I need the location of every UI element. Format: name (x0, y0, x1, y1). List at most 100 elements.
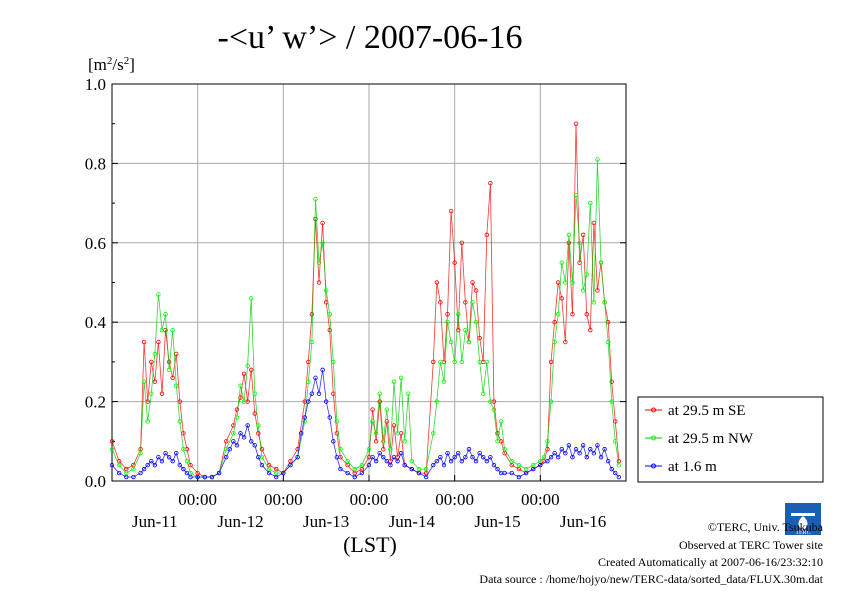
data-point (391, 379, 397, 384)
data-point (188, 474, 193, 480)
data-point (138, 470, 143, 476)
data-point (174, 451, 179, 456)
legend-label: at 29.5 m NW (668, 431, 754, 447)
x-tick-label: 00:00 (435, 490, 474, 509)
data-point (570, 312, 575, 317)
data-point (234, 443, 240, 448)
data-point (295, 454, 300, 460)
data-point (588, 327, 593, 333)
data-point (452, 260, 457, 265)
data-point (138, 451, 143, 456)
data-point (545, 439, 550, 444)
data-point (509, 458, 514, 464)
data-point (459, 240, 465, 245)
data-point (370, 419, 375, 424)
data-point (395, 458, 400, 464)
footer-copyright: ©TERC, Univ. Tsukuba (708, 520, 824, 534)
x-day-label: Jun-15 (474, 512, 520, 531)
footer-source: Data source : /home/hojyo/new/TERC-data/… (479, 572, 823, 586)
data-point (538, 462, 543, 468)
terc-logo-icon: TERC (785, 503, 821, 536)
data-point (156, 292, 161, 297)
series-2 (109, 157, 622, 480)
data-point (316, 391, 322, 396)
data-point (152, 351, 158, 357)
data-point (384, 419, 390, 424)
data-point (381, 454, 386, 460)
data-point (584, 454, 589, 460)
data-point (609, 399, 614, 404)
data-point (566, 443, 572, 448)
data-point (309, 339, 315, 345)
data-point (323, 399, 329, 404)
data-point (516, 462, 522, 468)
footer-created: Created Automatically at 2007-06-16/23:3… (598, 555, 823, 569)
data-point (595, 288, 600, 293)
series-1 (109, 121, 622, 480)
data-point (345, 458, 350, 464)
data-point (488, 454, 493, 460)
data-point (555, 280, 561, 285)
data-point (588, 200, 593, 206)
data-point (613, 470, 618, 476)
data-point (570, 280, 575, 285)
data-point (395, 431, 400, 436)
data-point (406, 391, 411, 396)
data-point (320, 367, 325, 373)
data-point (170, 327, 175, 333)
chart-title: -<u’ w’> / 2007-06-16 (218, 19, 523, 56)
data-point (548, 399, 554, 404)
data-point (434, 280, 440, 285)
footer-observed: Observed at TERC Tower site (679, 538, 823, 552)
data-point (313, 196, 318, 202)
y-tick-label: 0.4 (85, 313, 107, 332)
data-point (523, 470, 529, 476)
data-point (245, 423, 250, 428)
data-point (384, 407, 390, 412)
data-point (552, 320, 557, 325)
data-point (327, 312, 332, 317)
data-point (159, 391, 165, 396)
data-point (563, 280, 568, 285)
data-point (438, 300, 443, 305)
data-point (281, 470, 286, 476)
data-point (370, 407, 375, 412)
data-point (256, 431, 261, 436)
data-point (577, 240, 582, 245)
data-point (366, 462, 372, 468)
data-point (149, 391, 154, 396)
data-point (256, 423, 261, 428)
data-point (484, 359, 489, 365)
data-point (177, 462, 183, 468)
data-point (488, 181, 493, 186)
data-point (124, 474, 129, 480)
data-point (573, 447, 579, 452)
data-point (605, 339, 611, 345)
data-point (345, 470, 350, 476)
data-point (195, 474, 200, 480)
data-point (370, 454, 375, 460)
data-point (252, 443, 257, 448)
data-point (338, 447, 343, 452)
data-point (352, 466, 357, 472)
data-point (559, 447, 564, 452)
data-point (416, 470, 422, 476)
data-point (331, 359, 336, 365)
data-point (491, 462, 497, 468)
data-point (459, 359, 465, 365)
data-point (456, 451, 461, 456)
data-point (566, 240, 572, 245)
data-point (184, 470, 190, 476)
data-point (434, 399, 440, 404)
data-point (109, 439, 115, 444)
data-point (573, 192, 579, 198)
data-point (398, 375, 404, 380)
data-point (109, 447, 115, 452)
data-point (298, 431, 304, 436)
data-point (181, 447, 186, 452)
data-point (141, 339, 147, 345)
x-day-label: Jun-14 (389, 512, 436, 531)
data-point (452, 359, 457, 365)
data-point (559, 260, 564, 265)
series-line (111, 159, 620, 478)
